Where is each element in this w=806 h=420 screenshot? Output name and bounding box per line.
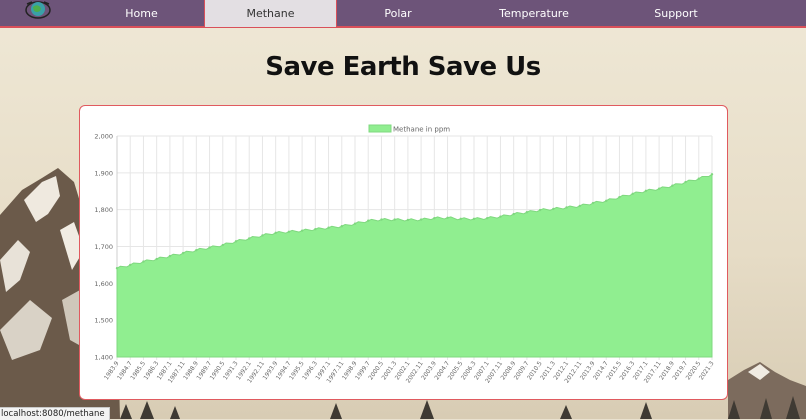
nav-temperature-link[interactable]: Temperature [499, 7, 569, 20]
data-point[interactable] [472, 217, 476, 221]
chart-card: 1,400 1,500 1,600 1,700 1,800 1,900 2,000 1983… [79, 105, 728, 400]
data-point[interactable] [486, 216, 489, 220]
data-point[interactable] [115, 267, 119, 270]
data-point[interactable] [261, 234, 264, 237]
data-point[interactable] [446, 216, 449, 219]
data-point[interactable] [618, 195, 621, 199]
data-point[interactable] [221, 243, 224, 247]
page-title: Save Earth Save Us [265, 52, 541, 82]
data-point[interactable] [142, 260, 145, 263]
data-point[interactable] [578, 204, 581, 208]
data-point[interactable] [697, 177, 700, 180]
data-point[interactable] [552, 207, 555, 211]
data-point[interactable] [538, 208, 542, 212]
methane-area-series[interactable] [116, 173, 713, 358]
nav-home-link[interactable]: Home [125, 7, 158, 20]
data-point[interactable] [710, 173, 714, 176]
data-point[interactable] [287, 230, 291, 233]
data-point[interactable] [367, 219, 370, 222]
status-bar-url: localhost:8080/methane [0, 407, 110, 420]
top-navbar: Home Methane Polar Temperature Support [0, 0, 806, 28]
data-point[interactable] [459, 217, 462, 221]
data-point[interactable] [340, 225, 343, 228]
data-point[interactable] [129, 263, 132, 267]
data-point[interactable] [657, 187, 661, 190]
data-point[interactable] [353, 222, 357, 225]
data-point[interactable] [274, 231, 277, 235]
data-point[interactable] [684, 180, 687, 184]
y-tick-label: 1,900 [94, 169, 113, 177]
legend-swatch[interactable] [368, 124, 392, 133]
data-point[interactable] [499, 215, 502, 218]
data-point[interactable] [433, 216, 436, 220]
data-point[interactable] [565, 206, 568, 209]
data-point[interactable] [195, 248, 198, 252]
data-point[interactable] [234, 240, 238, 243]
legend-label[interactable]: Methane in ppm [393, 126, 450, 134]
data-point[interactable] [406, 218, 410, 222]
data-point[interactable] [327, 226, 330, 229]
data-point[interactable] [181, 251, 185, 255]
nav-methane-link[interactable]: Methane [204, 0, 337, 28]
data-point[interactable] [419, 218, 423, 221]
data-point[interactable] [393, 218, 396, 221]
earth-globe-icon[interactable] [24, 0, 52, 20]
nav-polar-link[interactable]: Polar [384, 7, 412, 20]
data-point[interactable] [168, 254, 172, 258]
data-point[interactable] [208, 246, 211, 249]
data-point[interactable] [631, 192, 634, 196]
data-point[interactable] [155, 257, 158, 261]
nav-support-link[interactable]: Support [654, 7, 698, 20]
data-point[interactable] [248, 237, 251, 240]
data-point[interactable] [644, 189, 648, 193]
data-point[interactable] [591, 201, 595, 205]
y-tick-label: 1,800 [94, 206, 113, 214]
data-point[interactable] [380, 218, 383, 221]
data-point[interactable] [671, 184, 674, 187]
data-point[interactable] [314, 227, 317, 231]
data-point[interactable] [512, 212, 515, 216]
y-tick-label: 1,700 [94, 243, 113, 251]
y-tick-label: 1,600 [94, 280, 113, 288]
y-tick-label: 1,400 [94, 354, 113, 362]
data-point[interactable] [300, 229, 304, 232]
data-point[interactable] [525, 211, 529, 214]
y-tick-label: 1,500 [94, 317, 113, 325]
data-point[interactable] [605, 199, 608, 203]
y-tick-label: 2,000 [94, 133, 113, 141]
